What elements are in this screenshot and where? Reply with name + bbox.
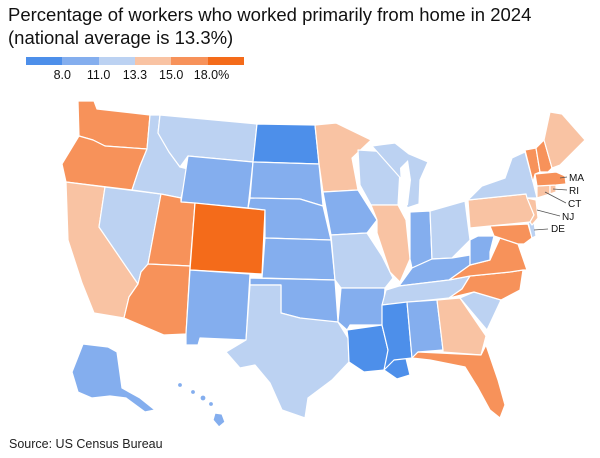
chart-title: Percentage of workers who worked primari… — [8, 4, 532, 48]
callout-line-nj — [536, 209, 561, 217]
legend-label: 11.0 — [86, 68, 111, 82]
state-ar — [337, 287, 386, 331]
lake-michigan — [400, 160, 411, 205]
state-in — [409, 210, 433, 269]
callout-line-ct — [544, 191, 567, 204]
state-tx — [225, 284, 350, 419]
legend-swatch — [207, 57, 245, 65]
state-wy — [180, 155, 254, 209]
state-ct — [536, 184, 551, 199]
state-al — [406, 299, 444, 359]
state-oh — [429, 200, 471, 260]
legend-swatch — [26, 57, 63, 65]
state-ny — [467, 151, 538, 201]
state-mo — [330, 232, 394, 289]
state-fl — [411, 344, 506, 419]
state-nd — [252, 123, 320, 165]
state-ma — [534, 171, 567, 187]
callout-line-ri — [552, 188, 568, 191]
legend-label: 13.3 — [122, 68, 148, 82]
callout-label-ma: MA — [569, 173, 584, 184]
legend-swatch — [134, 57, 172, 65]
state-vt — [524, 147, 541, 183]
state-il — [370, 204, 411, 283]
state-me — [543, 111, 586, 169]
callout-label-de: DE — [551, 224, 565, 235]
state-nh — [535, 139, 553, 173]
state-ia — [322, 189, 378, 236]
state-hi — [176, 381, 226, 428]
legend-swatch — [98, 57, 136, 65]
state-co — [189, 202, 266, 275]
legend-swatch — [171, 57, 208, 65]
state-md — [489, 223, 533, 245]
state-ak — [71, 343, 156, 413]
state-wv — [469, 235, 495, 266]
callout-label-ct: CT — [568, 199, 581, 210]
callout-label-nj: NJ — [562, 212, 574, 223]
state-nm — [185, 269, 251, 346]
legend-label: 18.0% — [193, 68, 230, 82]
callout-line-de — [533, 228, 549, 231]
legend-label: 15.0 — [159, 68, 184, 82]
legend-swatch — [62, 57, 100, 65]
callout-line-ma — [559, 176, 568, 179]
state-mn — [314, 122, 372, 193]
legend-label: 8.0 — [53, 68, 71, 82]
callout-label-ri: RI — [569, 186, 579, 197]
state-ks — [261, 237, 336, 281]
source-note: Source: US Census Bureau — [9, 437, 163, 451]
state-nj — [526, 197, 539, 226]
